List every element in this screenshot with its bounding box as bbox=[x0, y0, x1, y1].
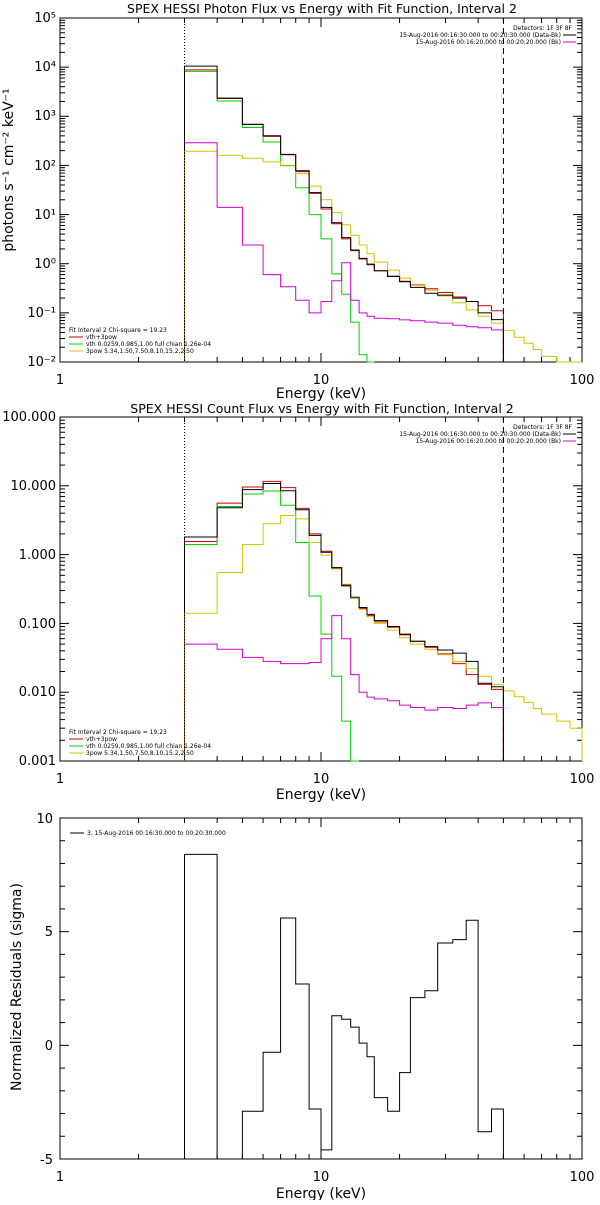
panel2-series-magenta bbox=[184, 615, 504, 761]
panel1-ytick-1e5: 10⁵ bbox=[34, 11, 56, 26]
panel3-y-axis-label: Normalized Residuals (sigma) bbox=[9, 883, 25, 1091]
panel2-plot-area bbox=[184, 417, 583, 762]
panel2-x-ticklabels: 1 10 100 bbox=[56, 772, 595, 787]
panel1-legend-green-label: vth 0.0259,0.985,1.00 full chian 1.26e-0… bbox=[86, 341, 211, 348]
panel2-legend-yellow-label: 3pow 5.34,1.50,7.50,8.10,15.2,2.50 bbox=[86, 750, 194, 757]
panel1-x-ticklabels: 1 10 100 bbox=[56, 373, 595, 388]
panel1-title: SPEX HESSI Photon Flux vs Energy with Fi… bbox=[127, 1, 517, 16]
panel1-legend-red-label: vth+3pow bbox=[86, 334, 117, 341]
panel1-plot-area bbox=[184, 18, 582, 363]
panel1-y-ticklabels: 10⁻² 10⁻¹ 10⁰ 10¹ 10² 10³ 10⁴ 10⁵ bbox=[27, 11, 56, 370]
panel1-ytick-1e-1: 10⁻¹ bbox=[27, 306, 56, 321]
panel2-ticks bbox=[59, 416, 582, 762]
panel2-series-green bbox=[184, 490, 360, 762]
panel2-title: SPEX HESSI Count Flux vs Energy with Fit… bbox=[130, 401, 513, 416]
panel2-legend-red-label: vth+3pow bbox=[86, 736, 117, 743]
panel3-xtick-100: 100 bbox=[570, 1170, 595, 1185]
panel1-xtick-10: 10 bbox=[313, 373, 330, 388]
panel1-legend-yellow-label: 3pow 5.34,1.50,7.50,8.10,15.2,2.50 bbox=[86, 348, 194, 355]
panel2-x-axis-label: Energy (keV) bbox=[276, 787, 366, 803]
panel2-legend-data-interval: 15-Aug-2016 00:16:30.000 to 00:20:30.000… bbox=[399, 431, 561, 438]
panel2-legend-top: Detectors: 1F 3F 8F 15-Aug-2016 00:16:30… bbox=[399, 424, 576, 445]
panel1-ytick-1e0: 10⁰ bbox=[34, 257, 56, 272]
panel1-series-yellow bbox=[184, 150, 582, 363]
panel1-ytick-1e4: 10⁴ bbox=[34, 60, 56, 75]
panel1-series-magenta bbox=[184, 142, 504, 362]
panel3-ytick-10: 10 bbox=[36, 812, 53, 827]
panel2-xtick-10: 10 bbox=[313, 772, 330, 787]
panel3-x-axis-label: Energy (keV) bbox=[276, 1186, 366, 1200]
panel2-ytick-0001: 0.001 bbox=[19, 754, 56, 769]
panel2-ytick-0100: 0.100 bbox=[19, 617, 56, 632]
panel3-legend-label: 3. 15-Aug-2016 00:16:30.000 to 00:20:30.… bbox=[87, 830, 226, 837]
panel1-legend-bottom: Fit Interval 2 Chi-square = 19.23 vth+3p… bbox=[69, 327, 211, 355]
panel2-series-red bbox=[184, 480, 504, 761]
panel3-ytick-m5: -5 bbox=[40, 1153, 53, 1168]
panel1-legend-data-interval: 15-Aug-2016 00:16:30.000 to 00:20:30.000… bbox=[399, 32, 561, 39]
panel2-legend-bk-interval: 15-Aug-2016 00:16:20.000 to 00:20:20.000… bbox=[416, 438, 561, 445]
panel3-ticks bbox=[59, 817, 582, 1160]
panel1-ytick-1e3: 10³ bbox=[34, 109, 56, 124]
panel2-ytick-100000: 100.000 bbox=[2, 410, 56, 425]
panel2-legend-fit: Fit Interval 2 Chi-square = 19.23 bbox=[69, 729, 167, 736]
panel3-xtick-1: 1 bbox=[56, 1170, 64, 1185]
panel2-xtick-100: 100 bbox=[570, 772, 595, 787]
panel3-frame bbox=[59, 817, 583, 1160]
panel2-ytick-10000: 10.000 bbox=[11, 479, 57, 494]
panel3-ytick-5: 5 bbox=[45, 925, 53, 940]
panel3-ytick-0: 0 bbox=[45, 1039, 53, 1054]
residuals-panel: 1 10 100 -5 0 5 10 Energy (keV) Normaliz… bbox=[9, 812, 595, 1202]
panel1-xtick-1: 1 bbox=[56, 373, 64, 388]
count-flux-panel: SPEX HESSI Count Flux vs Energy with Fit… bbox=[2, 401, 594, 803]
panel1-y-axis-label: photons s⁻¹ cm⁻² keV⁻¹ bbox=[1, 88, 17, 251]
panel2-y-ticklabels: 0.001 0.010 0.100 1.000 10.000 100.000 bbox=[2, 410, 56, 769]
panel1-ytick-1e2: 10² bbox=[34, 159, 56, 174]
panel3-xtick-10: 10 bbox=[313, 1170, 330, 1185]
panel2-ytick-0010: 0.010 bbox=[19, 685, 56, 700]
panel3-x-ticklabels: 1 10 100 bbox=[56, 1170, 595, 1185]
panel3-series-black bbox=[184, 853, 504, 1160]
panel1-ytick-1e1: 10¹ bbox=[34, 208, 56, 223]
panel2-legend-detectors: Detectors: 1F 3F 8F bbox=[513, 424, 572, 431]
panel1-series-black bbox=[184, 65, 504, 362]
panel2-series-yellow bbox=[184, 515, 583, 761]
panel1-x-axis-label: Energy (keV) bbox=[276, 386, 366, 402]
panel1-legend-detectors: Detectors: 1F 3F 8F bbox=[513, 25, 572, 32]
photon-flux-panel: SPEX HESSI Photon Flux vs Energy with Fi… bbox=[1, 1, 594, 402]
panel1-legend-bk-interval: 15-Aug-2016 00:16:20.000 to 00:20:20.000… bbox=[416, 39, 561, 46]
panel1-legend-top: Detectors: 1F 3F 8F 15-Aug-2016 00:16:30… bbox=[399, 25, 576, 46]
panel2-xtick-1: 1 bbox=[56, 772, 64, 787]
panel2-legend-green-label: vth 0.0259,0.985,1.00 full chian 1.26e-0… bbox=[86, 743, 211, 750]
panel1-xtick-100: 100 bbox=[570, 373, 595, 388]
panel3-y-ticklabels: -5 0 5 10 bbox=[36, 812, 53, 1168]
panel2-ytick-1000: 1.000 bbox=[19, 548, 56, 563]
panel1-series-red bbox=[184, 69, 504, 362]
panel3-plot-area bbox=[184, 853, 504, 1160]
panel1-series-green bbox=[184, 70, 375, 363]
panel2-legend-bottom: Fit Interval 2 Chi-square = 19.23 vth+3p… bbox=[69, 729, 211, 757]
panel2-series-black bbox=[184, 483, 504, 761]
panel1-legend-fit: Fit Interval 2 Chi-square = 19.23 bbox=[69, 327, 167, 334]
panel3-legend: 3. 15-Aug-2016 00:16:30.000 to 00:20:30.… bbox=[70, 830, 226, 837]
panel1-ytick-1e-2: 10⁻² bbox=[27, 355, 56, 370]
